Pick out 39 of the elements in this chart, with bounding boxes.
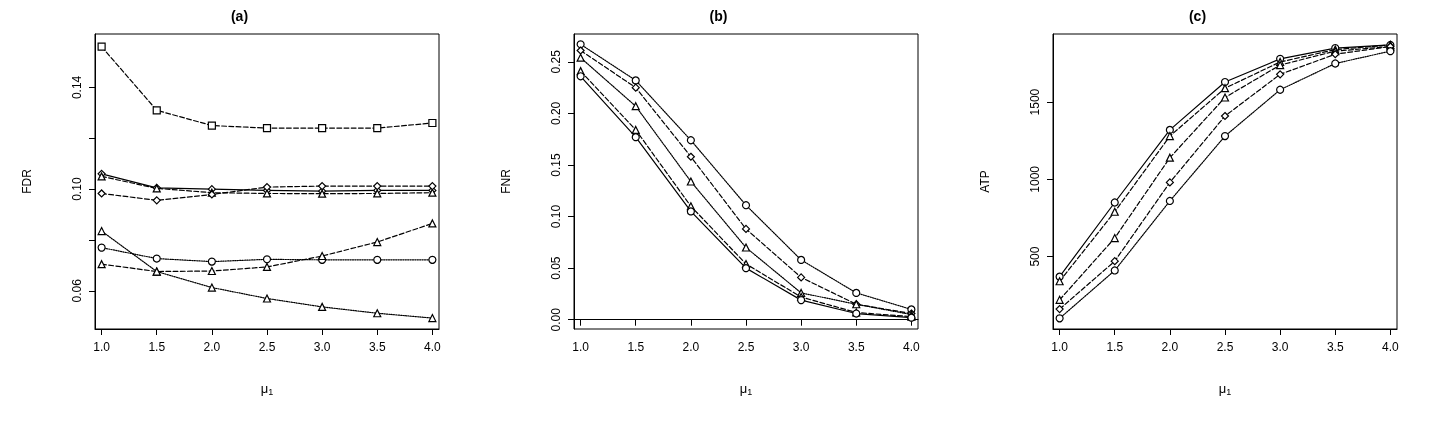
x-tick-label: 4.0: [903, 340, 921, 354]
y-tick-label: 1500: [1028, 88, 1042, 116]
x-tick-label: 3.5: [368, 340, 386, 354]
chart-title: (c): [1188, 8, 1207, 24]
y-tick-label: 0.05: [549, 256, 563, 280]
y-tick-label: 500: [1028, 246, 1042, 267]
x-tick-label: 2.0: [203, 340, 221, 354]
x-tick-label: 2.0: [1161, 340, 1179, 354]
y-tick-label: 0.14: [70, 75, 84, 100]
y-tick-label: 0.10: [549, 204, 563, 229]
x-tick-label: 3.5: [847, 340, 865, 354]
y-tick-label: 0.00: [549, 307, 563, 332]
y-axis-title: FDR: [20, 168, 34, 194]
x-tick-label: 1.0: [1051, 340, 1069, 354]
y-tick-label: 0.15: [549, 152, 563, 177]
x-tick-label: 1.5: [627, 340, 645, 354]
chart-title: (b): [709, 8, 728, 24]
x-tick-label: 3.0: [313, 340, 331, 354]
y-tick-label: 0.20: [549, 101, 563, 126]
x-tick-label: 4.0: [424, 340, 442, 354]
x-tick-label: 1.5: [148, 340, 166, 354]
y-tick-label: 0.06: [70, 278, 84, 303]
y-axis-title: FNR: [499, 168, 513, 194]
x-tick-label: 3.0: [792, 340, 810, 354]
x-tick-label: 1.5: [1106, 340, 1124, 354]
x-tick-label: 3.5: [1326, 340, 1344, 354]
y-tick-label: 0.10: [70, 177, 84, 201]
y-tick-label: 0.25: [549, 49, 563, 74]
x-tick-label: 4.0: [1382, 340, 1400, 354]
x-tick-label: 2.5: [737, 340, 755, 354]
x-tick-label: 3.0: [1271, 340, 1289, 354]
x-tick-label: 1.0: [572, 340, 590, 354]
y-tick-label: 1000: [1028, 165, 1042, 193]
x-tick-label: 2.0: [682, 340, 700, 354]
x-tick-label: 2.5: [258, 340, 276, 354]
chart-title: (a): [230, 8, 249, 24]
x-tick-label: 1.0: [93, 340, 111, 354]
y-axis-title: ATP: [978, 170, 992, 193]
x-tick-label: 2.5: [1216, 340, 1234, 354]
